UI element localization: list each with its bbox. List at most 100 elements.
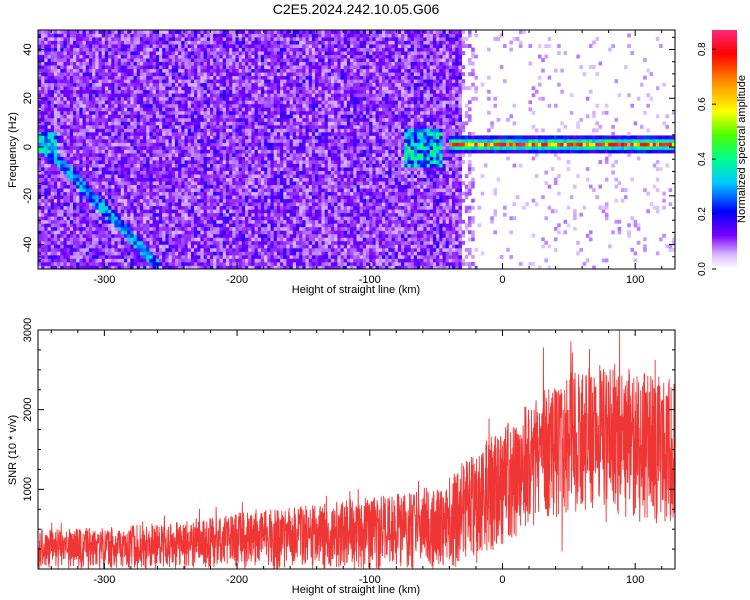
spectrogram-cell <box>47 47 52 52</box>
spectrogram-cell <box>245 89 249 94</box>
spectrogram-cell <box>190 216 195 221</box>
spectrogram-cell <box>225 100 230 105</box>
spectrogram-cell <box>203 100 208 105</box>
spectrogram-cell <box>104 65 109 70</box>
spectrogram-cell <box>264 51 268 55</box>
spectrogram-cell <box>162 37 166 41</box>
spectrogram-cell <box>47 191 52 196</box>
spectrogram-cell <box>47 107 52 112</box>
spectrogram-cell <box>203 205 208 210</box>
spectrogram-cell <box>50 61 55 66</box>
spectrogram-cell <box>130 96 134 101</box>
spectrogram-cell <box>216 195 220 200</box>
spectrogram-cell <box>184 251 189 256</box>
spectrogram-cell <box>187 205 192 210</box>
spectrogram-cell <box>139 75 144 80</box>
spectrogram-cell <box>88 33 93 38</box>
spectrogram-cell <box>194 138 198 143</box>
spectrogram-cell <box>108 89 112 94</box>
spectrogram-cell <box>222 75 227 80</box>
spectrogram-cell <box>98 44 103 48</box>
spectrogram-cell <box>267 93 271 98</box>
spectrogram-cell <box>251 142 255 147</box>
spectrogram-cell <box>69 51 74 55</box>
spectrogram-cell <box>82 128 87 133</box>
spectrogram-cell <box>241 184 246 189</box>
spectrogram-cell <box>124 131 128 136</box>
spectrogram-cell <box>222 167 227 171</box>
spectrogram-cell <box>206 75 211 80</box>
spectrogram-cell <box>79 82 83 87</box>
spectrogram-cell <box>245 107 249 112</box>
spectrogram-cell <box>73 240 77 245</box>
spectrogram-cell <box>53 216 58 221</box>
spectrogram-cell <box>267 265 271 270</box>
spectrogram-cell <box>95 75 99 80</box>
spectrogram-cell <box>222 72 227 77</box>
spectrogram-cell <box>73 65 77 70</box>
spectrogram-cell <box>108 258 112 263</box>
spectrogram-cell <box>181 110 185 115</box>
spectrogram-cell <box>85 100 90 105</box>
spectrogram-cell <box>219 110 224 115</box>
spectrogram-cell <box>222 107 227 112</box>
spectrogram-cell <box>206 244 211 249</box>
spectrogram-cell <box>130 82 134 87</box>
spectrogram-cell <box>130 181 134 186</box>
spectrogram-cell <box>38 135 42 140</box>
spectrogram-cell <box>264 254 268 259</box>
spectrogram-cell <box>225 68 230 73</box>
spectrogram-cell <box>143 61 147 66</box>
spectrogram-cell <box>159 240 163 245</box>
spectrogram-cell <box>139 226 144 231</box>
spectrogram-cell <box>139 72 144 77</box>
spectrogram-cell <box>139 47 144 52</box>
spectrogram-cell <box>120 100 125 105</box>
spectrogram-cell <box>251 188 255 193</box>
spectrogram-cell <box>219 184 224 189</box>
spectrogram-cell <box>209 37 214 41</box>
spectrogram-cell <box>69 212 74 217</box>
spectrogram-cell <box>260 44 265 48</box>
spectrogram-cell <box>260 117 265 122</box>
spectrogram-cell <box>111 82 115 87</box>
spectrogram-cell <box>165 103 169 108</box>
spectrogram-cell <box>194 61 198 66</box>
spectrogram-cell <box>235 61 240 66</box>
spectrogram-cell <box>187 47 192 52</box>
spectrogram-cell <box>130 65 134 70</box>
spectrogram-cell <box>216 230 220 235</box>
spectrogram-cell <box>241 135 246 140</box>
spectrogram-cell <box>251 265 255 270</box>
spectrogram-cell <box>101 72 106 77</box>
spectrogram-cell <box>104 160 109 164</box>
spectrogram-cell <box>197 72 201 77</box>
spectrogram-cell <box>120 184 125 189</box>
spectrogram-cell <box>184 142 189 147</box>
spectrogram-cell <box>57 163 61 168</box>
spectrogram-cell <box>104 188 109 193</box>
spectrogram-cell <box>124 230 128 235</box>
spectrogram-cell <box>168 82 173 87</box>
spectrogram-cell <box>238 82 243 87</box>
spectrogram-cell <box>149 79 154 84</box>
spectrogram-cell <box>248 131 252 136</box>
spectrogram-cell <box>165 40 169 45</box>
spectrogram-cell <box>146 237 150 242</box>
spectrogram-cell <box>120 160 125 164</box>
spectrogram-cell <box>209 110 214 115</box>
spectrogram-cell <box>79 188 83 193</box>
spectrogram-cell <box>219 61 224 66</box>
spectrogram-cell <box>114 156 119 161</box>
spectrogram-cell <box>143 209 147 214</box>
spectrogram-cell <box>136 188 141 193</box>
spectrogram-cell <box>130 261 134 266</box>
spectrogram-cell <box>127 195 131 200</box>
spectrogram-cell <box>238 37 243 41</box>
spectrogram-cell <box>209 61 214 66</box>
spectrogram-cell <box>69 237 74 242</box>
spectrogram-cell <box>79 44 83 48</box>
spectrogram-cell <box>155 110 160 115</box>
spectrogram-cell <box>209 145 214 150</box>
spectrogram-cell <box>213 86 217 91</box>
